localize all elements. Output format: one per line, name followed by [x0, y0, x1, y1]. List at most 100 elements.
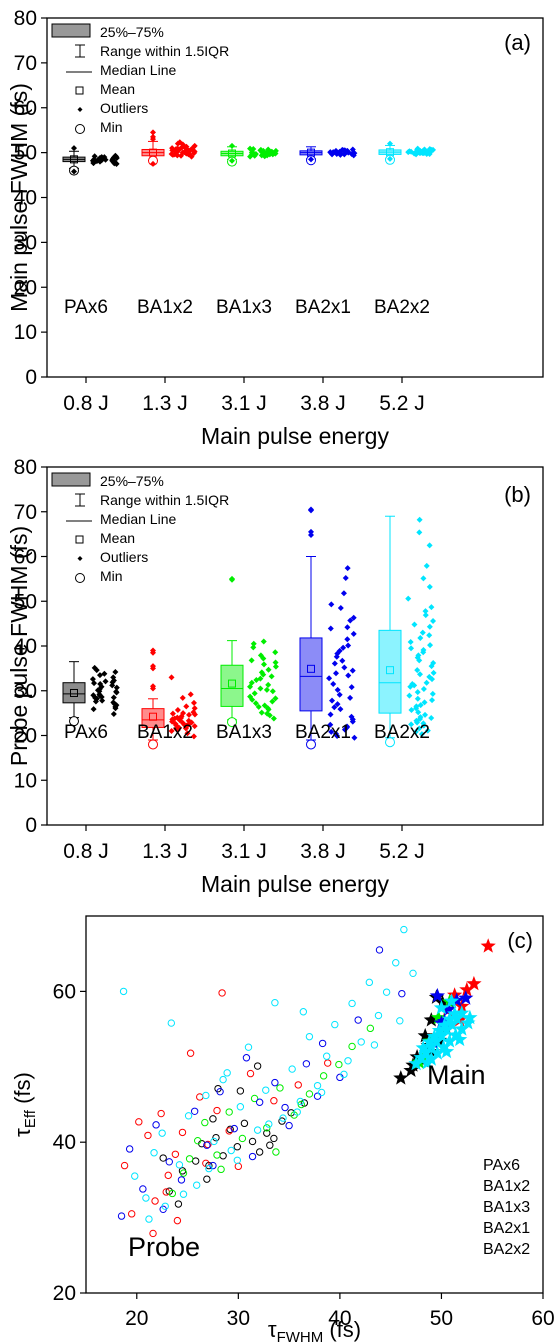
main-point [430, 1009, 446, 1025]
data-point [250, 150, 257, 157]
probe-point [398, 989, 406, 998]
data-point [405, 149, 412, 156]
data-point [329, 697, 336, 704]
probe-point [313, 1092, 322, 1100]
data-point [414, 689, 421, 696]
probe-point [238, 1134, 247, 1143]
data-point [409, 681, 416, 688]
main-point [444, 993, 460, 1008]
data-point [264, 152, 271, 159]
y-tick-label: 40 [14, 187, 37, 210]
data-point [260, 638, 267, 645]
data-point [426, 632, 433, 639]
min-marker [148, 739, 158, 750]
data-point [184, 149, 191, 156]
outlier-point [150, 136, 156, 143]
x-tick-label: 3.1 J [221, 392, 267, 415]
y-tick-label: 80 [14, 7, 37, 30]
probe-point [262, 1086, 270, 1094]
y-tick-label: 20 [14, 725, 37, 748]
data-point [416, 657, 423, 664]
probe-point [219, 1152, 227, 1160]
probe-point [194, 1136, 202, 1145]
data-point [270, 715, 277, 722]
data-point [334, 686, 341, 693]
probe-point [240, 1119, 249, 1128]
data-point [426, 583, 433, 590]
data-point [347, 617, 354, 624]
probe-point [119, 987, 128, 996]
data-point [331, 704, 338, 711]
outlier-point [229, 576, 235, 583]
data-point [421, 699, 428, 706]
probe-point [131, 1172, 139, 1180]
series-name: BA2x1 [295, 722, 351, 743]
probe-point [152, 1121, 160, 1129]
data-point [176, 717, 183, 724]
data-point [408, 645, 415, 652]
min-marker [306, 739, 316, 750]
probe-point [157, 1109, 165, 1118]
data-point [113, 689, 120, 696]
main-point [442, 1011, 458, 1026]
data-point [423, 679, 430, 686]
probe-point [203, 1141, 211, 1149]
probe-point [270, 1134, 278, 1143]
probe-point [144, 1131, 152, 1140]
data-point [426, 623, 433, 630]
legend-label: Mean [100, 81, 135, 97]
data-point [420, 575, 427, 582]
data-point [416, 725, 423, 732]
x-axis-label: Main pulse energy [201, 871, 389, 897]
data-point [96, 688, 103, 695]
data-point [327, 149, 334, 156]
probe-point [253, 1062, 262, 1070]
data-point [272, 695, 279, 702]
main-point [393, 1070, 409, 1085]
probe-point [120, 1161, 129, 1170]
data-point [98, 157, 105, 164]
main-point [423, 1012, 439, 1027]
main-point [415, 1040, 431, 1055]
legend-whisker-swatch [75, 493, 85, 507]
y-tick-label: 80 [14, 456, 37, 479]
probe-point [203, 1175, 211, 1183]
y-tick-label: 40 [14, 635, 37, 658]
data-point [180, 710, 187, 717]
x-tick-label: 0.8 J [63, 392, 109, 415]
data-point [419, 629, 426, 636]
probe-point [374, 1011, 383, 1020]
data-point [337, 706, 344, 713]
data-point [110, 677, 117, 684]
data-point [328, 601, 335, 608]
data-point [169, 716, 176, 723]
data-point [261, 661, 268, 668]
x-tick-label: 30 [227, 1307, 250, 1330]
legend-mean-swatch [75, 535, 84, 544]
data-point [169, 147, 176, 154]
probe-point [205, 1164, 213, 1173]
data-point [168, 728, 175, 735]
x-tick-label: 5.2 J [379, 392, 425, 415]
panel-letter: (a) [504, 30, 531, 55]
legend-box-swatch [51, 472, 91, 487]
data-point [260, 655, 267, 662]
probe-point [272, 1148, 280, 1156]
x-tick-label: 0.8 J [63, 840, 109, 863]
y-tick-label: 10 [14, 769, 37, 792]
outlier-point [229, 142, 235, 149]
probe-point [142, 1194, 150, 1202]
probe-point [317, 1088, 326, 1097]
outlier-point [150, 685, 156, 692]
probe-point [324, 1059, 332, 1067]
data-point [90, 706, 97, 713]
data-point [265, 681, 272, 688]
data-point [426, 542, 433, 549]
legend-label: BA2x1 [483, 1220, 530, 1237]
legend-label: 25%–75% [100, 473, 164, 489]
main-point [466, 975, 482, 991]
probe-point [184, 1112, 193, 1120]
main-point [426, 1028, 442, 1044]
main-point [480, 938, 496, 953]
data-point [327, 721, 334, 728]
